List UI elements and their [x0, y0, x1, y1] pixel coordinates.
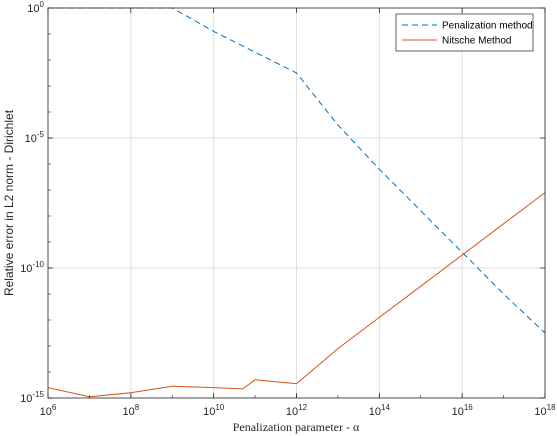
x-axis-label: Penalization parameter - α: [233, 420, 360, 434]
legend-box: [395, 13, 534, 52]
y-tick-label: 100: [27, 0, 44, 15]
y-tick-label: 10-15: [20, 390, 44, 405]
y-axis-label: Relative error in L2 norm - Dirichlet: [2, 109, 16, 296]
y-tick-label: 10-10: [20, 260, 44, 275]
x-tick-label: 106: [40, 403, 57, 418]
x-tick-label: 108: [122, 403, 139, 418]
x-tick-label: 1014: [369, 403, 391, 418]
axis-ticks: 106 108 1010 1012 1014 1016 1018 100 10-5 10-10 10…: [20, 0, 556, 418]
series-line-nitsche: [47, 192, 546, 398]
legend-label-nitsche: Nitsche Method: [442, 36, 511, 47]
x-tick-label: 1010: [203, 403, 225, 418]
x-tick-label: 1018: [534, 403, 556, 418]
x-tick-label: 1012: [286, 403, 308, 418]
legend-label-penalization: Penalization method: [442, 21, 533, 32]
x-tick-label: 1016: [452, 403, 474, 418]
y-tick-label: 10-5: [25, 130, 45, 145]
legend: Penalization method Nitsche Method: [395, 13, 534, 52]
